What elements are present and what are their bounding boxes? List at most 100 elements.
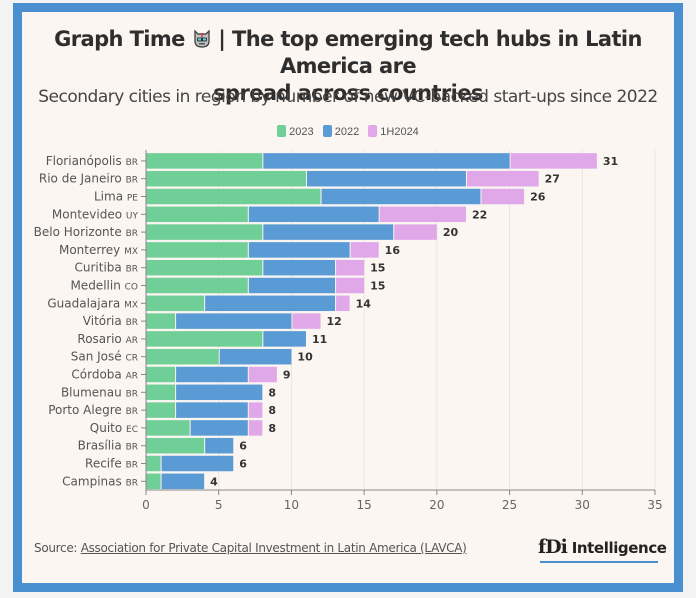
bar-2023-3 <box>146 206 248 223</box>
bar-2023-0 <box>146 153 263 169</box>
city-name: Monterrey <box>59 243 124 257</box>
legend-swatch-1h2024 <box>368 125 378 137</box>
city-label: Rosario AR <box>77 332 138 346</box>
city-label: Porto Alegre BR <box>48 403 138 417</box>
city-label: Lima PE <box>94 190 138 204</box>
x-tick-label: 20 <box>429 498 444 512</box>
city-name: Guadalajara <box>47 296 124 310</box>
total-label: 22 <box>472 208 487 221</box>
bar-1h2024-9 <box>292 313 321 329</box>
x-tick-label: 0 <box>142 498 150 512</box>
total-label: 16 <box>385 244 401 257</box>
country-code: BR <box>126 229 138 239</box>
title-prefix: Graph Time <box>54 27 185 51</box>
bar-2022-0 <box>263 153 510 169</box>
bar-2022-14 <box>176 402 248 418</box>
city-label: San José CR <box>71 350 138 364</box>
country-code: BR <box>126 478 138 488</box>
total-label: 6 <box>239 458 247 471</box>
city-label: Monterrey MX <box>59 243 138 257</box>
legend: 2023 2022 1H2024 <box>22 125 674 138</box>
bar-2022-15 <box>190 420 248 436</box>
x-tick-label: 35 <box>647 498 662 512</box>
bar-2022-5 <box>248 242 350 258</box>
bar-1h2024-12 <box>248 366 277 383</box>
bar-1h2024-14 <box>248 402 263 418</box>
bar-2023-11 <box>146 348 219 365</box>
bar-2022-9 <box>176 313 292 329</box>
bar-2022-18 <box>161 473 205 490</box>
x-tick-label: 30 <box>575 498 590 512</box>
city-name: Curitiba <box>74 261 125 275</box>
country-code: CR <box>125 354 138 364</box>
bar-2022-16 <box>205 437 234 454</box>
fdi-logo: fDi Intelligence <box>538 536 667 558</box>
country-code: PE <box>127 194 138 204</box>
city-name: Vitória <box>83 314 126 328</box>
bar-2023-6 <box>146 259 263 276</box>
bar-2022-6 <box>263 259 336 276</box>
legend-swatch-2023 <box>277 125 287 137</box>
title-line2: spread across countries <box>213 81 483 105</box>
bar-2023-5 <box>146 242 248 258</box>
country-code: BR <box>126 443 138 453</box>
city-name: Recife <box>85 457 126 471</box>
logo-mark: fDi <box>538 536 568 558</box>
city-name: Campinas <box>62 474 125 488</box>
bar-1h2024-15 <box>248 420 263 436</box>
source-prefix: Source: <box>34 541 81 555</box>
total-label: 26 <box>530 191 546 204</box>
x-tick-label: 15 <box>357 498 372 512</box>
bar-2023-10 <box>146 331 263 347</box>
legend-label-1h2024: 1H2024 <box>380 126 419 138</box>
bar-2023-12 <box>146 366 176 383</box>
country-code: UY <box>126 211 139 221</box>
country-code: AR <box>126 336 138 346</box>
city-label: Florianópolis BR <box>46 154 138 168</box>
bar-2022-2 <box>321 188 481 205</box>
legend-item-1h2024: 1H2024 <box>368 125 419 138</box>
city-name: Medellin <box>70 279 124 293</box>
city-name: Brasília <box>78 439 126 453</box>
source-link[interactable]: Association for Private Capital Investme… <box>80 541 467 555</box>
bar-2023-15 <box>146 420 190 436</box>
legend-label-2023: 2023 <box>289 126 314 138</box>
bar-2022-10 <box>263 331 306 347</box>
chart-title: Graph Time | The top emerging tech hubs … <box>22 26 674 107</box>
legend-item-2023: 2023 <box>277 125 314 138</box>
city-name: Rio de Janeiro <box>39 172 126 186</box>
country-code: BR <box>126 407 138 417</box>
city-label: Quito EC <box>90 421 138 435</box>
bar-2022-11 <box>219 348 292 365</box>
bar-2023-18 <box>146 473 161 490</box>
city-label: Vitória BR <box>83 314 138 328</box>
country-code: MX <box>124 247 138 257</box>
city-label: Medellin CO <box>70 279 138 293</box>
bar-2022-17 <box>161 455 234 472</box>
country-code: BR <box>126 176 138 186</box>
legend-item-2022: 2022 <box>322 125 360 138</box>
bar-1h2024-2 <box>481 188 525 205</box>
total-label: 14 <box>356 297 372 310</box>
robot-icon <box>193 29 210 48</box>
bar-2022-3 <box>248 206 379 223</box>
country-code: AR <box>126 372 138 382</box>
bar-2023-7 <box>146 277 248 294</box>
country-code: BR <box>126 461 138 471</box>
city-name: Lima <box>94 190 127 204</box>
bar-2023-16 <box>146 437 205 454</box>
city-label: Brasília BR <box>78 439 138 453</box>
city-name: Montevideo <box>52 207 126 221</box>
city-name: Córdoba <box>71 368 125 382</box>
city-name: Florianópolis <box>46 154 126 168</box>
city-label: Curitiba BR <box>74 261 138 275</box>
title-main: | The top emerging tech hubs in Latin Am… <box>218 27 642 78</box>
bar-2023-2 <box>146 188 321 205</box>
country-code: BR <box>126 265 138 275</box>
legend-label-2022: 2022 <box>334 126 360 138</box>
bar-2022-12 <box>176 366 248 383</box>
total-label: 4 <box>210 475 218 488</box>
bar-1h2024-0 <box>510 153 597 169</box>
bar-2022-4 <box>263 224 394 240</box>
